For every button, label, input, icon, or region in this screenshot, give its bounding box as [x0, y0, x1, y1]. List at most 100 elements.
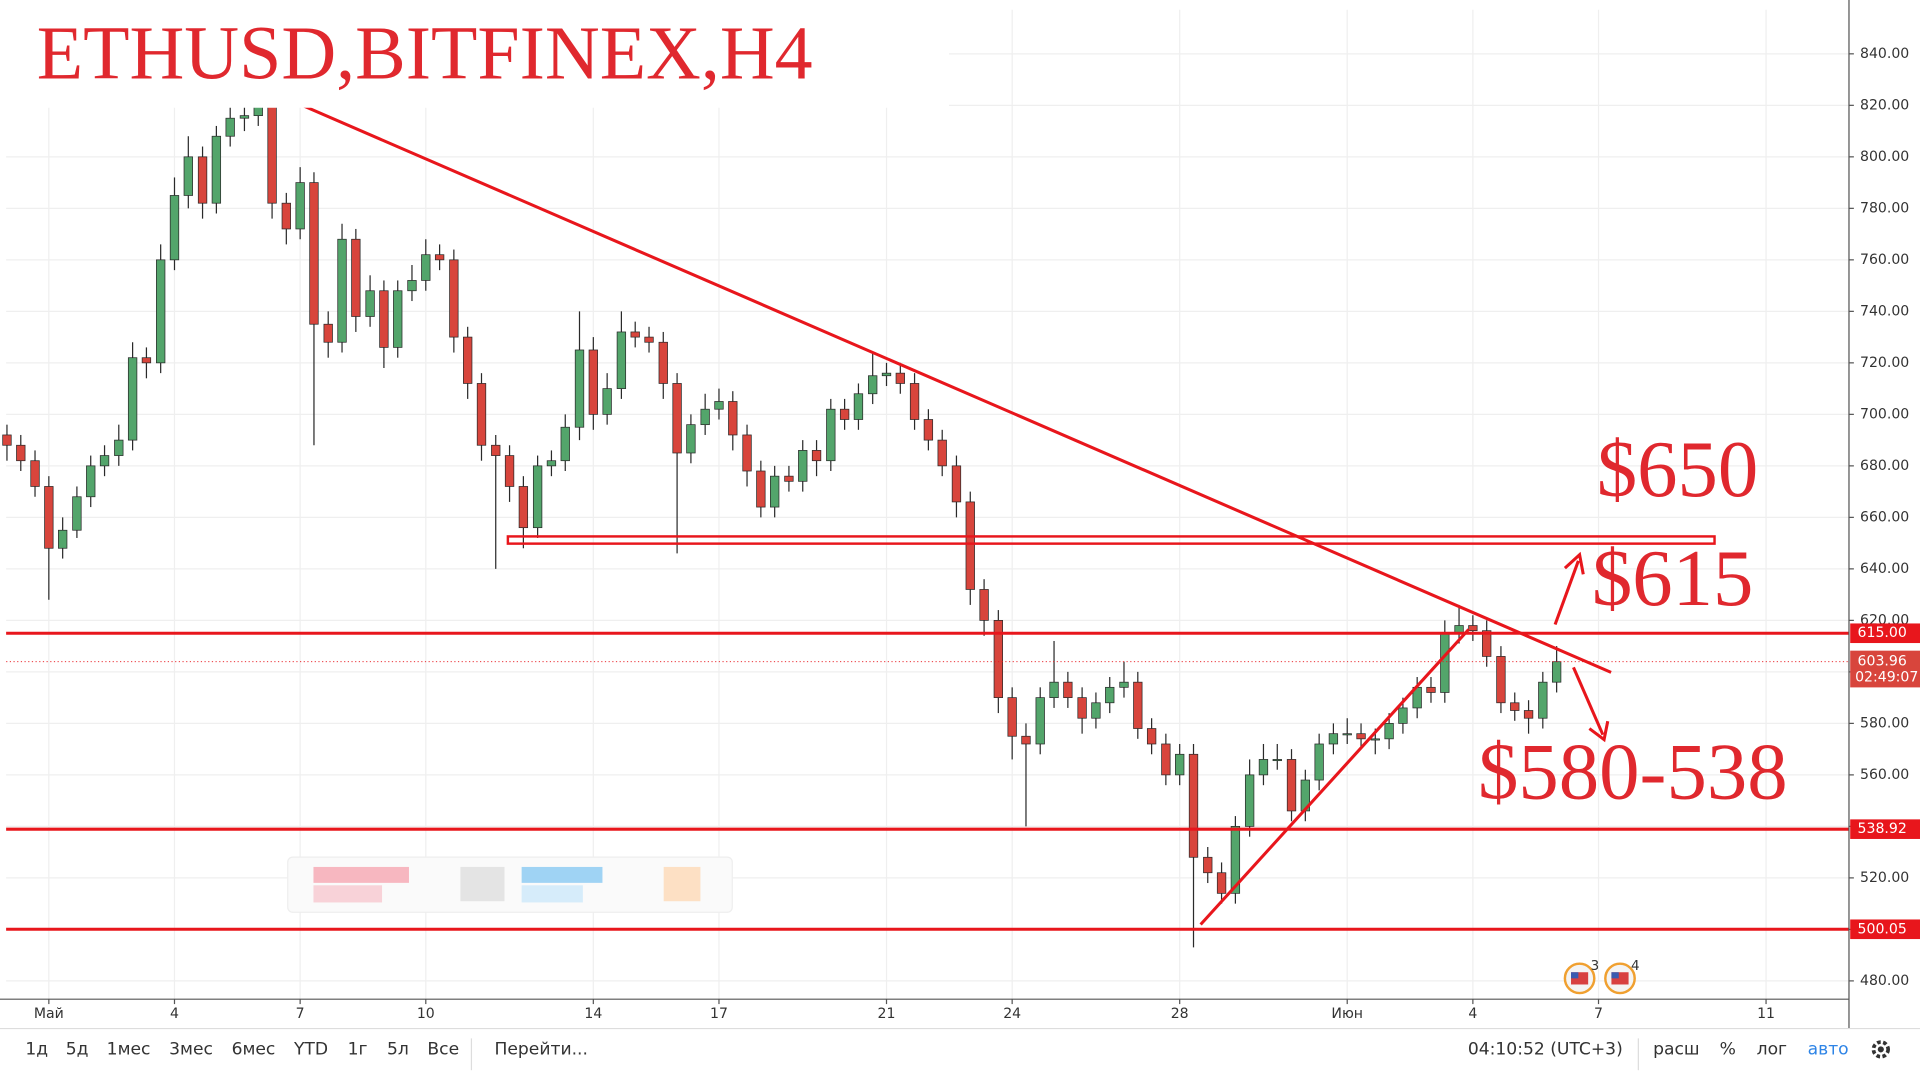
chart-title: ETHUSD,BITFINEX,H4: [37, 12, 813, 96]
price-tag-label: 538.92: [1858, 821, 1907, 837]
candle-body: [1007, 697, 1017, 737]
y-tick-label: 800.00: [1860, 149, 1909, 165]
candle-body: [1482, 630, 1492, 657]
scale-option[interactable]: расш: [1653, 1039, 1699, 1059]
range-button[interactable]: 1г: [348, 1039, 368, 1059]
x-tick-label: 4: [1468, 1006, 1477, 1022]
y-tick-label: 780.00: [1860, 200, 1909, 216]
scale-option[interactable]: авто: [1808, 1039, 1849, 1059]
x-tick-label: 7: [1594, 1006, 1603, 1022]
candle-body: [1021, 735, 1031, 745]
range-button[interactable]: 5д: [66, 1039, 89, 1059]
candle-body: [476, 383, 487, 446]
candle-body: [1328, 733, 1339, 745]
candle-body: [323, 323, 333, 343]
event-flag[interactable]: [1611, 972, 1619, 979]
candle-body: [672, 383, 682, 454]
candle-body: [1244, 774, 1255, 827]
candle-body: [156, 259, 166, 364]
annotation: $580-538: [1478, 728, 1788, 817]
candle-body: [72, 496, 82, 531]
candle-body: [1384, 723, 1394, 740]
event-flag[interactable]: [1571, 972, 1579, 979]
candle-body: [267, 99, 277, 204]
candle-body: [784, 475, 794, 482]
y-tick-label: 660.00: [1860, 509, 1909, 525]
candle-body: [742, 434, 752, 472]
scale-option[interactable]: лог: [1757, 1039, 1787, 1059]
blur: [521, 866, 603, 883]
arrow-head: [1588, 720, 1610, 743]
candle-body: [881, 372, 892, 377]
candle-body: [365, 290, 375, 317]
candle-body: [1063, 681, 1073, 698]
gear[interactable]: [1871, 1040, 1890, 1059]
y-tick-label: 480.00: [1860, 973, 1909, 989]
x-tick-label: 17: [710, 1006, 728, 1022]
candle-body: [1342, 733, 1352, 736]
x-tick-label: 21: [878, 1006, 896, 1022]
range-button[interactable]: 6мес: [232, 1039, 276, 1059]
y-tick-label: 560.00: [1860, 767, 1909, 783]
range-button[interactable]: 1мес: [107, 1039, 151, 1059]
candle-body: [770, 475, 780, 508]
x-tick-label: 11: [1757, 1006, 1775, 1022]
candle-body: [993, 620, 1003, 698]
x-tick-label: 14: [584, 1006, 602, 1022]
candle-body: [923, 419, 934, 441]
legend-blur: [287, 856, 733, 913]
candle-body: [616, 331, 627, 389]
last-price-tag: [1850, 650, 1920, 688]
settings-icon[interactable]: [1871, 1040, 1890, 1059]
countdown: 02:49:07: [1855, 670, 1918, 686]
event-count: 4: [1631, 959, 1640, 974]
range-button[interactable]: Все: [427, 1039, 459, 1059]
candle-body: [909, 383, 920, 420]
blur: [313, 885, 383, 903]
range-button[interactable]: 3мес: [169, 1039, 213, 1059]
y-tick-label: 820.00: [1860, 97, 1909, 113]
event-count: 3: [1591, 959, 1600, 974]
candle-body: [937, 439, 947, 467]
candle-body: [1203, 856, 1213, 874]
y-tick-label: 580.00: [1860, 715, 1909, 731]
candle-body: [1133, 681, 1143, 729]
candle-body: [686, 424, 696, 454]
scale-option[interactable]: %: [1720, 1039, 1736, 1059]
range-button[interactable]: YTD: [293, 1039, 328, 1059]
range-button[interactable]: 5л: [387, 1039, 409, 1059]
clock: 04:10:52 (UTC+3): [1468, 1039, 1623, 1059]
y-tick-label: 700.00: [1860, 406, 1909, 422]
x-tick-label: 7: [296, 1006, 305, 1022]
last-price-label: 603.96: [1858, 654, 1907, 670]
candle-body: [1258, 759, 1269, 776]
candle-body: [58, 529, 68, 549]
candle-body: [811, 450, 822, 462]
goto-button[interactable]: Перейти...: [495, 1039, 588, 1059]
candle-body: [1049, 681, 1059, 698]
candle-body: [700, 408, 710, 426]
candle-body: [602, 388, 612, 415]
gear-center[interactable]: [1877, 1046, 1884, 1053]
y-tick-label: 680.00: [1860, 458, 1909, 474]
candle-body: [141, 357, 152, 364]
trendline: [256, 84, 1612, 674]
price-tag-label: 500.05: [1858, 921, 1907, 937]
candle-body: [1440, 632, 1450, 693]
price-tag: [1850, 623, 1920, 644]
candle-body: [714, 401, 724, 410]
range-button[interactable]: 1д: [25, 1039, 48, 1059]
candle-body: [463, 336, 473, 384]
trendline: [1199, 628, 1470, 926]
annotation: $615: [1592, 534, 1754, 623]
candle-body: [1510, 702, 1520, 711]
y-tick-label: 840.00: [1860, 46, 1909, 62]
candle-body: [1370, 738, 1380, 741]
candle-body: [630, 331, 640, 338]
candle-body: [197, 156, 208, 204]
candle-body: [407, 280, 417, 292]
candle-body: [839, 408, 850, 420]
candle-body: [1496, 656, 1506, 704]
arrow-up: [1553, 560, 1580, 626]
candle-body: [16, 444, 26, 462]
